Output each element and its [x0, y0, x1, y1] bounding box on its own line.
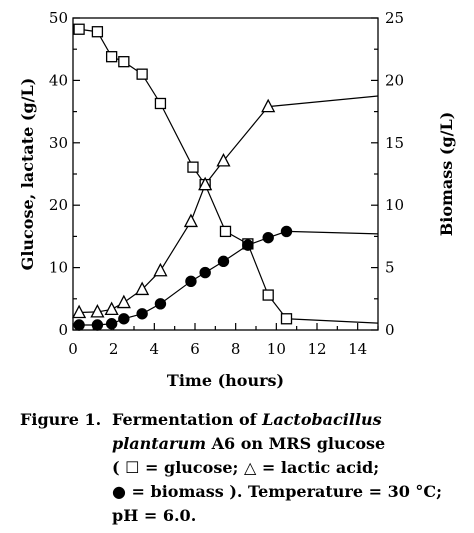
y-left-axis-title: Glucose, lactate (g/L) [18, 78, 37, 271]
caption-line-2: plantarum A6 on MRS glucose [112, 434, 386, 453]
caption-line-1: Fermentation of Lactobacillus [112, 410, 382, 429]
y-right-tick-label: 25 [385, 9, 404, 27]
glucose-point [187, 161, 199, 173]
glucose-point [118, 56, 130, 68]
x-tick-label: 4 [150, 340, 160, 358]
biomass-point [262, 231, 274, 244]
lactic-acid-point [72, 304, 87, 319]
figure-caption: Figure 1. Fermentation of Lactobacillus … [20, 408, 460, 528]
y-right-tick-label: 0 [385, 321, 395, 339]
x-tick-label: 2 [109, 340, 119, 358]
caption-line-4: ● = biomass ). Temperature = 30 °C; [112, 482, 443, 501]
y-left-tick-label: 10 [49, 259, 68, 277]
lactic-acid-point [135, 281, 150, 296]
open-triangle-symbol: △ [244, 458, 257, 477]
x-axis-title: Time (hours) [167, 371, 284, 390]
glucose-point [73, 23, 85, 35]
x-tick-label: 10 [267, 340, 286, 358]
chart: 0 2 4 6 8 10 12 14 0 10 20 30 40 50 0 5 10 15 20 25 Time … [18, 9, 456, 390]
biomass-point [73, 319, 85, 331]
lactic-acid-point [104, 301, 119, 316]
lactic-acid-point [153, 262, 168, 277]
lactic-acid-point [183, 213, 199, 228]
x-tick-label: 14 [348, 340, 367, 358]
biomass-point [136, 308, 148, 320]
series-layer [72, 23, 379, 331]
glucose-point [262, 289, 274, 301]
glucose-point [219, 225, 232, 238]
x-axis: 0 2 4 6 8 10 12 14 [68, 323, 379, 358]
glucose-point [154, 97, 167, 110]
biomass-point [280, 225, 293, 238]
y-left-tick-label: 20 [49, 196, 68, 214]
biomass-point [154, 298, 167, 310]
y-right-tick-label: 15 [385, 134, 404, 152]
biomass-point [118, 313, 130, 325]
y-right-axis-title: Biomass (g/L) [437, 112, 456, 237]
biomass-point [91, 319, 104, 331]
glucose-point [105, 51, 118, 63]
biomass-point [199, 266, 211, 279]
series-line-open-square [79, 28, 379, 324]
biomass-point [242, 239, 254, 251]
y-right-tick-label: 10 [385, 196, 404, 214]
biomass-point [217, 255, 230, 268]
y-left-tick-label: 40 [49, 71, 68, 89]
y-axis-right: 0 5 10 15 20 25 [371, 9, 404, 339]
glucose-point [91, 26, 104, 38]
lactic-acid-point [261, 98, 276, 113]
x-tick-label: 6 [190, 340, 200, 358]
caption-line-3: ( ☐ = glucose; △ = lactic acid; [112, 458, 380, 477]
y-left-tick-label: 0 [58, 321, 68, 339]
lactic-acid-point [216, 152, 231, 167]
y-left-tick-label: 30 [49, 134, 68, 152]
x-tick-label: 0 [68, 340, 78, 358]
x-tick-label: 8 [231, 340, 241, 358]
lactic-acid-point [198, 176, 213, 191]
y-left-tick-label: 50 [49, 9, 68, 27]
series-line-open-triangle [79, 95, 379, 314]
y-right-tick-label: 20 [385, 71, 404, 89]
x-tick-label: 12 [307, 340, 326, 358]
lactic-acid-point [116, 294, 131, 309]
open-square-symbol: ☐ [125, 458, 140, 477]
caption-label: Figure 1. [20, 410, 102, 429]
caption-line-5: pH = 6.0. [112, 506, 197, 525]
series-line-filled-circle [79, 230, 379, 326]
y-right-tick-label: 5 [385, 259, 395, 277]
y-axis-left: 0 10 20 30 40 50 [49, 9, 80, 339]
filled-circle-symbol: ● [112, 482, 126, 501]
biomass-point [185, 275, 197, 288]
biomass-point [105, 318, 118, 330]
glucose-point [136, 68, 148, 80]
lactic-acid-point [90, 303, 105, 318]
glucose-point [280, 313, 293, 325]
caption-body: Fermentation of Lactobacillus plantarum … [112, 408, 460, 528]
